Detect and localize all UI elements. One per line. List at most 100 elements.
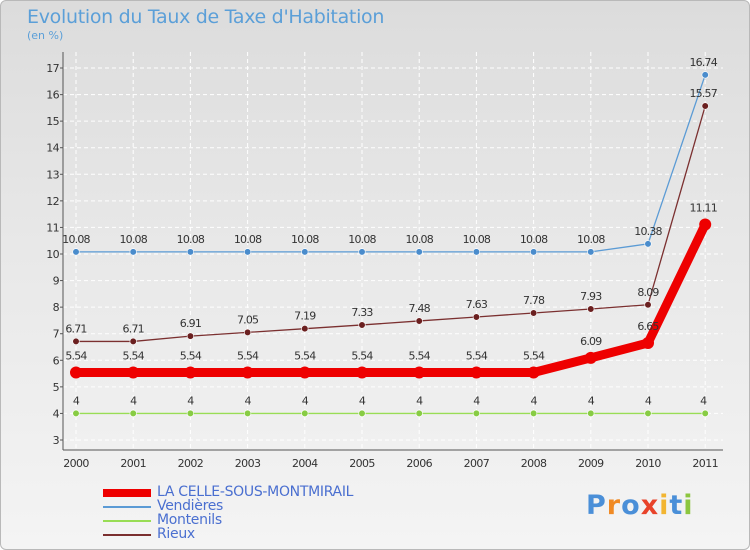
data-point [584, 351, 597, 364]
legend-swatch-rieux [103, 534, 151, 536]
data-label: 4 [359, 394, 366, 407]
data-point [358, 409, 366, 418]
data-point [358, 248, 366, 256]
y-tick-label: 16 [46, 89, 59, 102]
data-point [129, 248, 137, 256]
x-tick-label: 2002 [178, 457, 204, 470]
x-tick-label: 2008 [521, 457, 547, 470]
legend-label: Vendières [157, 498, 224, 514]
data-point [70, 366, 82, 379]
data-label: 7.93 [580, 290, 602, 303]
data-label: 10.38 [634, 225, 662, 238]
data-label: 10.08 [463, 233, 491, 246]
data-label: 11.11 [689, 202, 717, 215]
x-tick-label: 2009 [578, 457, 604, 470]
data-point [244, 328, 252, 336]
legend-label: Montenils [157, 512, 222, 528]
x-tick-label: 2006 [406, 457, 432, 470]
data-point [470, 366, 483, 379]
chart-title: Evolution du Taux de Taxe d'Habitation [27, 6, 385, 28]
y-tick-label: 5 [53, 381, 60, 394]
data-point [587, 305, 595, 313]
data-label: 6.09 [580, 335, 602, 348]
data-label: 5.54 [351, 350, 373, 363]
data-point [129, 409, 137, 418]
data-point [244, 409, 252, 418]
data-point [298, 366, 311, 379]
data-label: 10.08 [177, 233, 205, 246]
legend-label: Rieux [157, 526, 195, 542]
data-point [72, 248, 80, 256]
data-label: 6.71 [123, 322, 144, 335]
data-label: 4 [700, 394, 707, 407]
data-label: 7.63 [466, 298, 488, 311]
legend-swatch-montenils [103, 520, 151, 522]
data-point [184, 366, 197, 379]
data-point [72, 337, 80, 346]
data-point [186, 332, 194, 340]
data-point [127, 366, 140, 379]
data-label: 4 [244, 394, 251, 407]
data-point [244, 248, 252, 256]
data-point [415, 409, 423, 418]
data-point [644, 240, 652, 248]
legend-swatch-la-celle [103, 489, 151, 497]
x-tick-label: 2004 [292, 457, 318, 470]
data-label: 10.08 [348, 233, 376, 246]
data-label: 4 [530, 394, 537, 407]
y-tick-label: 11 [46, 221, 59, 234]
logo-letter: i [659, 490, 670, 521]
data-label: 5.54 [180, 350, 202, 363]
data-label: 5.54 [237, 350, 259, 363]
data-label: 4 [588, 394, 595, 407]
data-label: 5.54 [294, 350, 316, 363]
data-point [186, 248, 194, 256]
data-label: 5.54 [123, 350, 145, 363]
y-tick-label: 7 [53, 328, 60, 341]
data-point [529, 309, 538, 317]
data-point [472, 248, 481, 256]
legend-swatch-vendieres [103, 506, 151, 508]
y-tick-label: 3 [53, 434, 60, 447]
data-point [241, 366, 254, 379]
data-point [642, 337, 654, 350]
data-point [186, 409, 194, 418]
data-label: 10.08 [62, 233, 90, 246]
y-tick-label: 13 [46, 168, 59, 181]
x-tick-label: 2001 [120, 457, 146, 470]
data-point [358, 321, 366, 329]
x-tick-label: 2007 [464, 457, 490, 470]
y-tick-label: 6 [53, 354, 60, 367]
data-point [701, 102, 709, 110]
data-label: 4 [473, 394, 480, 407]
data-label: 5.54 [466, 350, 488, 363]
y-tick-label: 9 [53, 275, 60, 288]
data-label: 7.78 [523, 294, 545, 307]
data-label: 10.08 [577, 233, 605, 246]
data-point [472, 409, 481, 418]
data-point [301, 325, 309, 333]
data-label: 6.71 [65, 322, 86, 335]
data-label: 10.08 [119, 233, 147, 246]
unit-label: (en %) [27, 29, 64, 42]
logo-letter: x [640, 490, 660, 521]
y-tick-label: 14 [46, 142, 59, 155]
data-point [301, 409, 309, 418]
data-point [587, 248, 595, 256]
data-label: 5.54 [65, 350, 87, 363]
data-label: 10.08 [520, 233, 548, 246]
data-point [415, 248, 423, 256]
data-label: 10.08 [405, 233, 433, 246]
y-tick-label: 12 [46, 195, 59, 208]
x-tick-label: 2011 [692, 457, 718, 470]
data-point [529, 409, 538, 418]
data-point [587, 409, 595, 418]
data-label: 4 [302, 394, 309, 407]
logo-letter: t [669, 490, 684, 521]
data-point [72, 409, 80, 418]
logo-letter: r [606, 490, 622, 521]
data-label: 6.91 [180, 317, 201, 330]
logo-letter: o [621, 490, 641, 521]
